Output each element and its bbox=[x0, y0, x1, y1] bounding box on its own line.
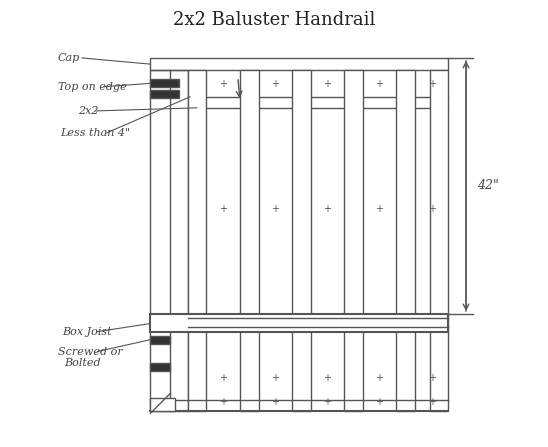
Bar bbox=[344, 70, 363, 411]
Bar bbox=[150, 70, 188, 411]
Bar bbox=[188, 70, 207, 411]
Text: +: + bbox=[323, 373, 332, 383]
Text: 42": 42" bbox=[477, 180, 499, 193]
Bar bbox=[150, 398, 175, 411]
Text: +: + bbox=[219, 204, 227, 214]
Text: +: + bbox=[375, 373, 384, 383]
Text: Less than 4": Less than 4" bbox=[60, 128, 130, 138]
Bar bbox=[396, 70, 415, 411]
Text: +: + bbox=[219, 373, 227, 383]
Text: +: + bbox=[375, 204, 384, 214]
Bar bbox=[150, 90, 179, 98]
Text: +: + bbox=[375, 397, 384, 407]
Text: +: + bbox=[323, 79, 332, 89]
Text: +: + bbox=[271, 397, 279, 407]
Text: +: + bbox=[323, 397, 332, 407]
Text: +: + bbox=[219, 79, 227, 89]
Text: +: + bbox=[219, 397, 227, 407]
Text: +: + bbox=[427, 204, 436, 214]
Text: +: + bbox=[427, 397, 436, 407]
Text: Top on edge: Top on edge bbox=[58, 82, 127, 92]
Bar bbox=[150, 79, 179, 87]
Text: +: + bbox=[427, 79, 436, 89]
Bar bbox=[430, 70, 448, 411]
Text: +: + bbox=[427, 373, 436, 383]
Bar bbox=[150, 314, 448, 332]
Text: +: + bbox=[271, 79, 279, 89]
Bar bbox=[150, 58, 448, 70]
Text: Bolted: Bolted bbox=[64, 358, 101, 367]
Bar bbox=[150, 363, 170, 371]
Text: 2x2: 2x2 bbox=[78, 106, 98, 116]
Bar bbox=[292, 70, 311, 411]
Text: Cap: Cap bbox=[58, 53, 80, 63]
Text: +: + bbox=[323, 204, 332, 214]
Bar bbox=[150, 336, 170, 344]
Text: +: + bbox=[271, 373, 279, 383]
Text: +: + bbox=[271, 204, 279, 214]
Text: Screwed or: Screwed or bbox=[58, 346, 122, 357]
Text: 2x2 Baluster Handrail: 2x2 Baluster Handrail bbox=[173, 12, 375, 30]
Bar bbox=[240, 70, 259, 411]
Text: Box Joist: Box Joist bbox=[62, 327, 112, 337]
Text: +: + bbox=[375, 79, 384, 89]
